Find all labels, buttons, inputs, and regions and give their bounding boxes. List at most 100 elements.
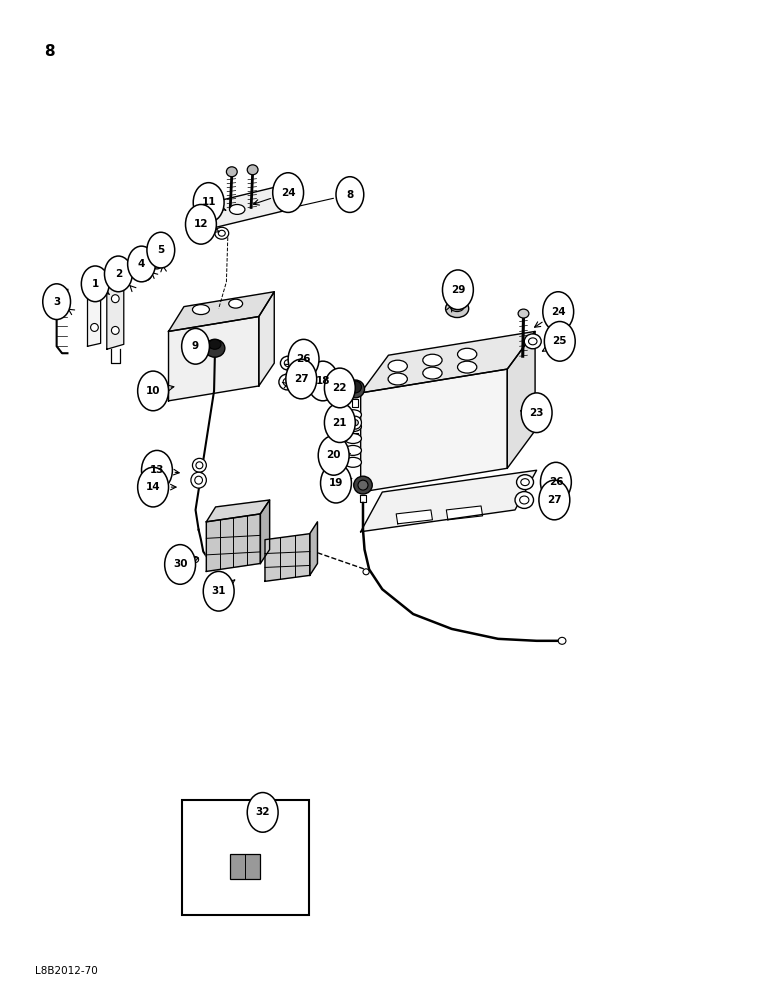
Text: 14: 14 bbox=[146, 482, 161, 492]
Ellipse shape bbox=[358, 480, 368, 490]
Ellipse shape bbox=[521, 479, 530, 486]
Ellipse shape bbox=[195, 476, 203, 484]
Ellipse shape bbox=[345, 410, 361, 420]
Circle shape bbox=[137, 467, 168, 507]
Circle shape bbox=[128, 246, 155, 282]
Text: 4: 4 bbox=[138, 259, 145, 269]
Text: 10: 10 bbox=[146, 386, 161, 396]
Ellipse shape bbox=[349, 416, 361, 429]
Text: 21: 21 bbox=[332, 418, 347, 428]
Polygon shape bbox=[107, 270, 124, 349]
Polygon shape bbox=[446, 506, 483, 520]
Circle shape bbox=[544, 321, 575, 361]
Polygon shape bbox=[196, 183, 293, 232]
Text: 1: 1 bbox=[91, 279, 99, 289]
Text: 30: 30 bbox=[173, 559, 187, 569]
Ellipse shape bbox=[450, 302, 464, 312]
Ellipse shape bbox=[345, 434, 361, 443]
Polygon shape bbox=[265, 534, 310, 581]
Circle shape bbox=[137, 371, 168, 411]
Circle shape bbox=[285, 359, 317, 399]
Circle shape bbox=[43, 284, 70, 320]
Polygon shape bbox=[259, 292, 275, 386]
Circle shape bbox=[541, 462, 571, 502]
Text: 5: 5 bbox=[158, 245, 165, 255]
Text: 19: 19 bbox=[329, 478, 343, 488]
Text: 26: 26 bbox=[548, 477, 563, 487]
Text: 20: 20 bbox=[326, 450, 341, 460]
Ellipse shape bbox=[226, 167, 237, 177]
Circle shape bbox=[543, 292, 573, 331]
Circle shape bbox=[81, 266, 109, 302]
Ellipse shape bbox=[283, 378, 292, 386]
Circle shape bbox=[521, 393, 552, 433]
Text: 29: 29 bbox=[451, 285, 465, 295]
Circle shape bbox=[273, 173, 303, 212]
Text: 25: 25 bbox=[552, 336, 567, 346]
Bar bbox=[182, 800, 309, 915]
Polygon shape bbox=[207, 500, 270, 522]
Ellipse shape bbox=[458, 348, 477, 360]
Ellipse shape bbox=[229, 299, 243, 308]
Polygon shape bbox=[87, 274, 101, 346]
Circle shape bbox=[324, 403, 355, 442]
Circle shape bbox=[182, 328, 210, 364]
Text: 22: 22 bbox=[332, 383, 347, 393]
Polygon shape bbox=[168, 317, 259, 401]
Polygon shape bbox=[360, 331, 535, 393]
Text: 18: 18 bbox=[316, 376, 330, 386]
Circle shape bbox=[141, 450, 172, 490]
Ellipse shape bbox=[193, 557, 199, 562]
Ellipse shape bbox=[284, 360, 292, 367]
Ellipse shape bbox=[519, 496, 529, 504]
Polygon shape bbox=[396, 510, 432, 524]
Ellipse shape bbox=[558, 637, 566, 644]
Circle shape bbox=[186, 204, 216, 244]
Ellipse shape bbox=[353, 420, 358, 426]
Ellipse shape bbox=[349, 381, 361, 393]
Circle shape bbox=[336, 177, 363, 212]
Polygon shape bbox=[360, 369, 507, 492]
Ellipse shape bbox=[515, 492, 534, 508]
Ellipse shape bbox=[346, 380, 364, 398]
Ellipse shape bbox=[281, 356, 296, 370]
Ellipse shape bbox=[388, 360, 407, 372]
Ellipse shape bbox=[112, 326, 119, 334]
Text: 12: 12 bbox=[193, 219, 208, 229]
Ellipse shape bbox=[205, 339, 225, 357]
Polygon shape bbox=[168, 292, 275, 331]
Ellipse shape bbox=[193, 458, 207, 472]
Circle shape bbox=[321, 463, 352, 503]
Ellipse shape bbox=[529, 338, 537, 345]
Text: 11: 11 bbox=[201, 197, 216, 207]
Ellipse shape bbox=[229, 204, 245, 214]
Ellipse shape bbox=[218, 230, 225, 236]
Circle shape bbox=[204, 571, 234, 611]
Polygon shape bbox=[310, 522, 317, 575]
Circle shape bbox=[318, 436, 349, 475]
Text: 13: 13 bbox=[150, 465, 165, 475]
Circle shape bbox=[307, 361, 339, 401]
Circle shape bbox=[165, 545, 196, 584]
Polygon shape bbox=[207, 514, 261, 571]
Ellipse shape bbox=[154, 262, 159, 266]
Text: 24: 24 bbox=[281, 188, 296, 198]
Circle shape bbox=[193, 183, 224, 222]
Ellipse shape bbox=[516, 475, 534, 490]
Circle shape bbox=[147, 232, 175, 268]
Text: 26: 26 bbox=[296, 354, 310, 364]
Ellipse shape bbox=[345, 422, 361, 432]
Text: 2: 2 bbox=[115, 269, 122, 279]
Circle shape bbox=[105, 256, 133, 292]
Text: 32: 32 bbox=[255, 807, 270, 817]
Circle shape bbox=[247, 793, 278, 832]
Ellipse shape bbox=[423, 367, 442, 379]
Ellipse shape bbox=[191, 472, 207, 488]
Polygon shape bbox=[507, 331, 535, 468]
Text: 31: 31 bbox=[211, 586, 226, 596]
Text: 24: 24 bbox=[551, 307, 566, 317]
Text: 9: 9 bbox=[192, 341, 199, 351]
Ellipse shape bbox=[247, 165, 258, 175]
Ellipse shape bbox=[363, 569, 369, 575]
Circle shape bbox=[442, 270, 473, 310]
